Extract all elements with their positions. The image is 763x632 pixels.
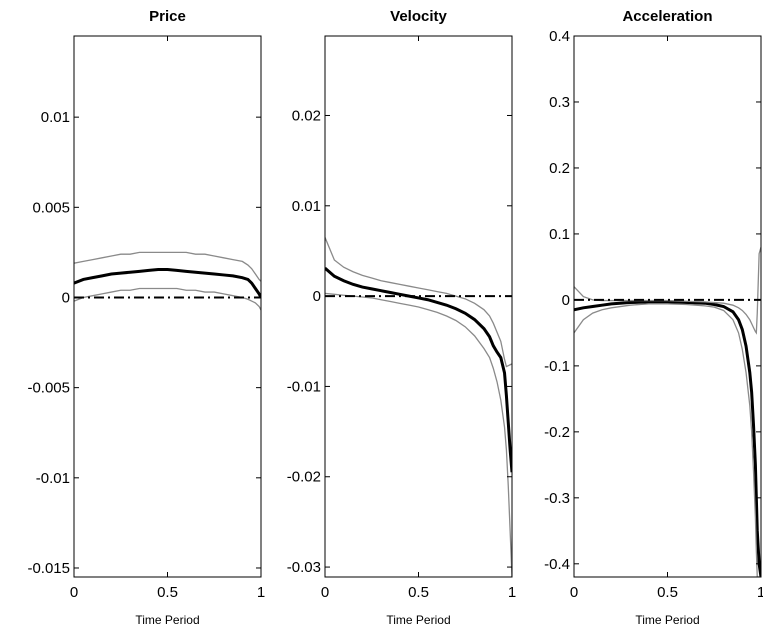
panel-velocity: Velocity -0.03 -0.02 -0.01 0 0.01 0.02 0 0.5 1 T… <box>287 8 516 627</box>
y-tick-label: 0.02 <box>292 107 321 124</box>
y-tick-label: -0.01 <box>36 470 70 487</box>
axes: -0.4 -0.3 -0.2 -0.1 0 0.1 0.2 0.3 0.4 0 0.5 1 <box>544 28 763 601</box>
y-tick-label: 0 <box>62 289 70 306</box>
x-tick-label: 0.5 <box>408 584 429 601</box>
y-tick-label: 0.2 <box>549 160 570 177</box>
plot-area <box>325 237 512 577</box>
y-tick-label: -0.01 <box>287 378 321 395</box>
y-tick-label: 0.01 <box>41 109 70 126</box>
x-tick-label: 0 <box>570 584 578 601</box>
y-tick-label: 0.1 <box>549 226 570 243</box>
x-tick-label: 0.5 <box>657 584 678 601</box>
series-line-mean <box>325 266 512 473</box>
series-line-mean <box>574 300 761 577</box>
y-tick-label: -0.03 <box>287 559 321 576</box>
panel-title: Velocity <box>390 8 447 25</box>
axes: -0.03 -0.02 -0.01 0 0.01 0.02 0 0.5 1 <box>287 35 516 601</box>
x-tick-label: 1 <box>757 584 763 601</box>
series-line-lower <box>74 287 261 311</box>
x-tick-label: 0 <box>70 584 78 601</box>
panel-title: Acceleration <box>622 8 712 25</box>
x-axis-label: Time Period <box>386 613 450 627</box>
panel-price: Price -0.015 -0.01 -0.005 0 0.005 0.01 0 0.5 1 T… <box>27 8 265 627</box>
series-line-mean <box>74 268 261 299</box>
y-tick-label: 0.4 <box>549 28 570 45</box>
y-tick-label: -0.02 <box>287 469 321 486</box>
x-tick-label: 0 <box>321 584 329 601</box>
series-line-lower <box>325 292 512 577</box>
axes-frame <box>73 35 262 578</box>
y-tick-label: -0.2 <box>544 424 570 441</box>
panel-title: Price <box>149 8 186 25</box>
y-tick-label: -0.4 <box>544 556 570 573</box>
y-tick-label: 0 <box>313 288 321 305</box>
panel-acceleration: Acceleration -0.4 -0.3 -0.2 -0.1 0 0.1 0.2 0.3 0… <box>544 8 763 627</box>
y-tick-label: 0 <box>562 292 570 309</box>
y-tick-label: -0.005 <box>27 380 70 397</box>
y-tick-label: 0.005 <box>32 199 70 216</box>
y-tick-label: -0.3 <box>544 490 570 507</box>
series-line-lower <box>574 303 761 577</box>
x-tick-label: 0.5 <box>157 584 178 601</box>
x-axis-label: Time Period <box>135 613 199 627</box>
series-line-upper <box>74 251 261 282</box>
axes: -0.015 -0.01 -0.005 0 0.005 0.01 0 0.5 1 <box>27 35 265 601</box>
x-tick-label: 1 <box>508 584 516 601</box>
x-tick-label: 1 <box>257 584 265 601</box>
plot-area <box>74 251 261 311</box>
y-tick-label: -0.015 <box>27 560 70 577</box>
y-tick-label: 0.3 <box>549 94 570 111</box>
series-line-upper <box>325 237 512 368</box>
y-tick-label: -0.1 <box>544 358 570 375</box>
y-tick-label: 0.01 <box>292 198 321 215</box>
x-axis-label: Time Period <box>635 613 699 627</box>
plot-area <box>574 246 761 577</box>
